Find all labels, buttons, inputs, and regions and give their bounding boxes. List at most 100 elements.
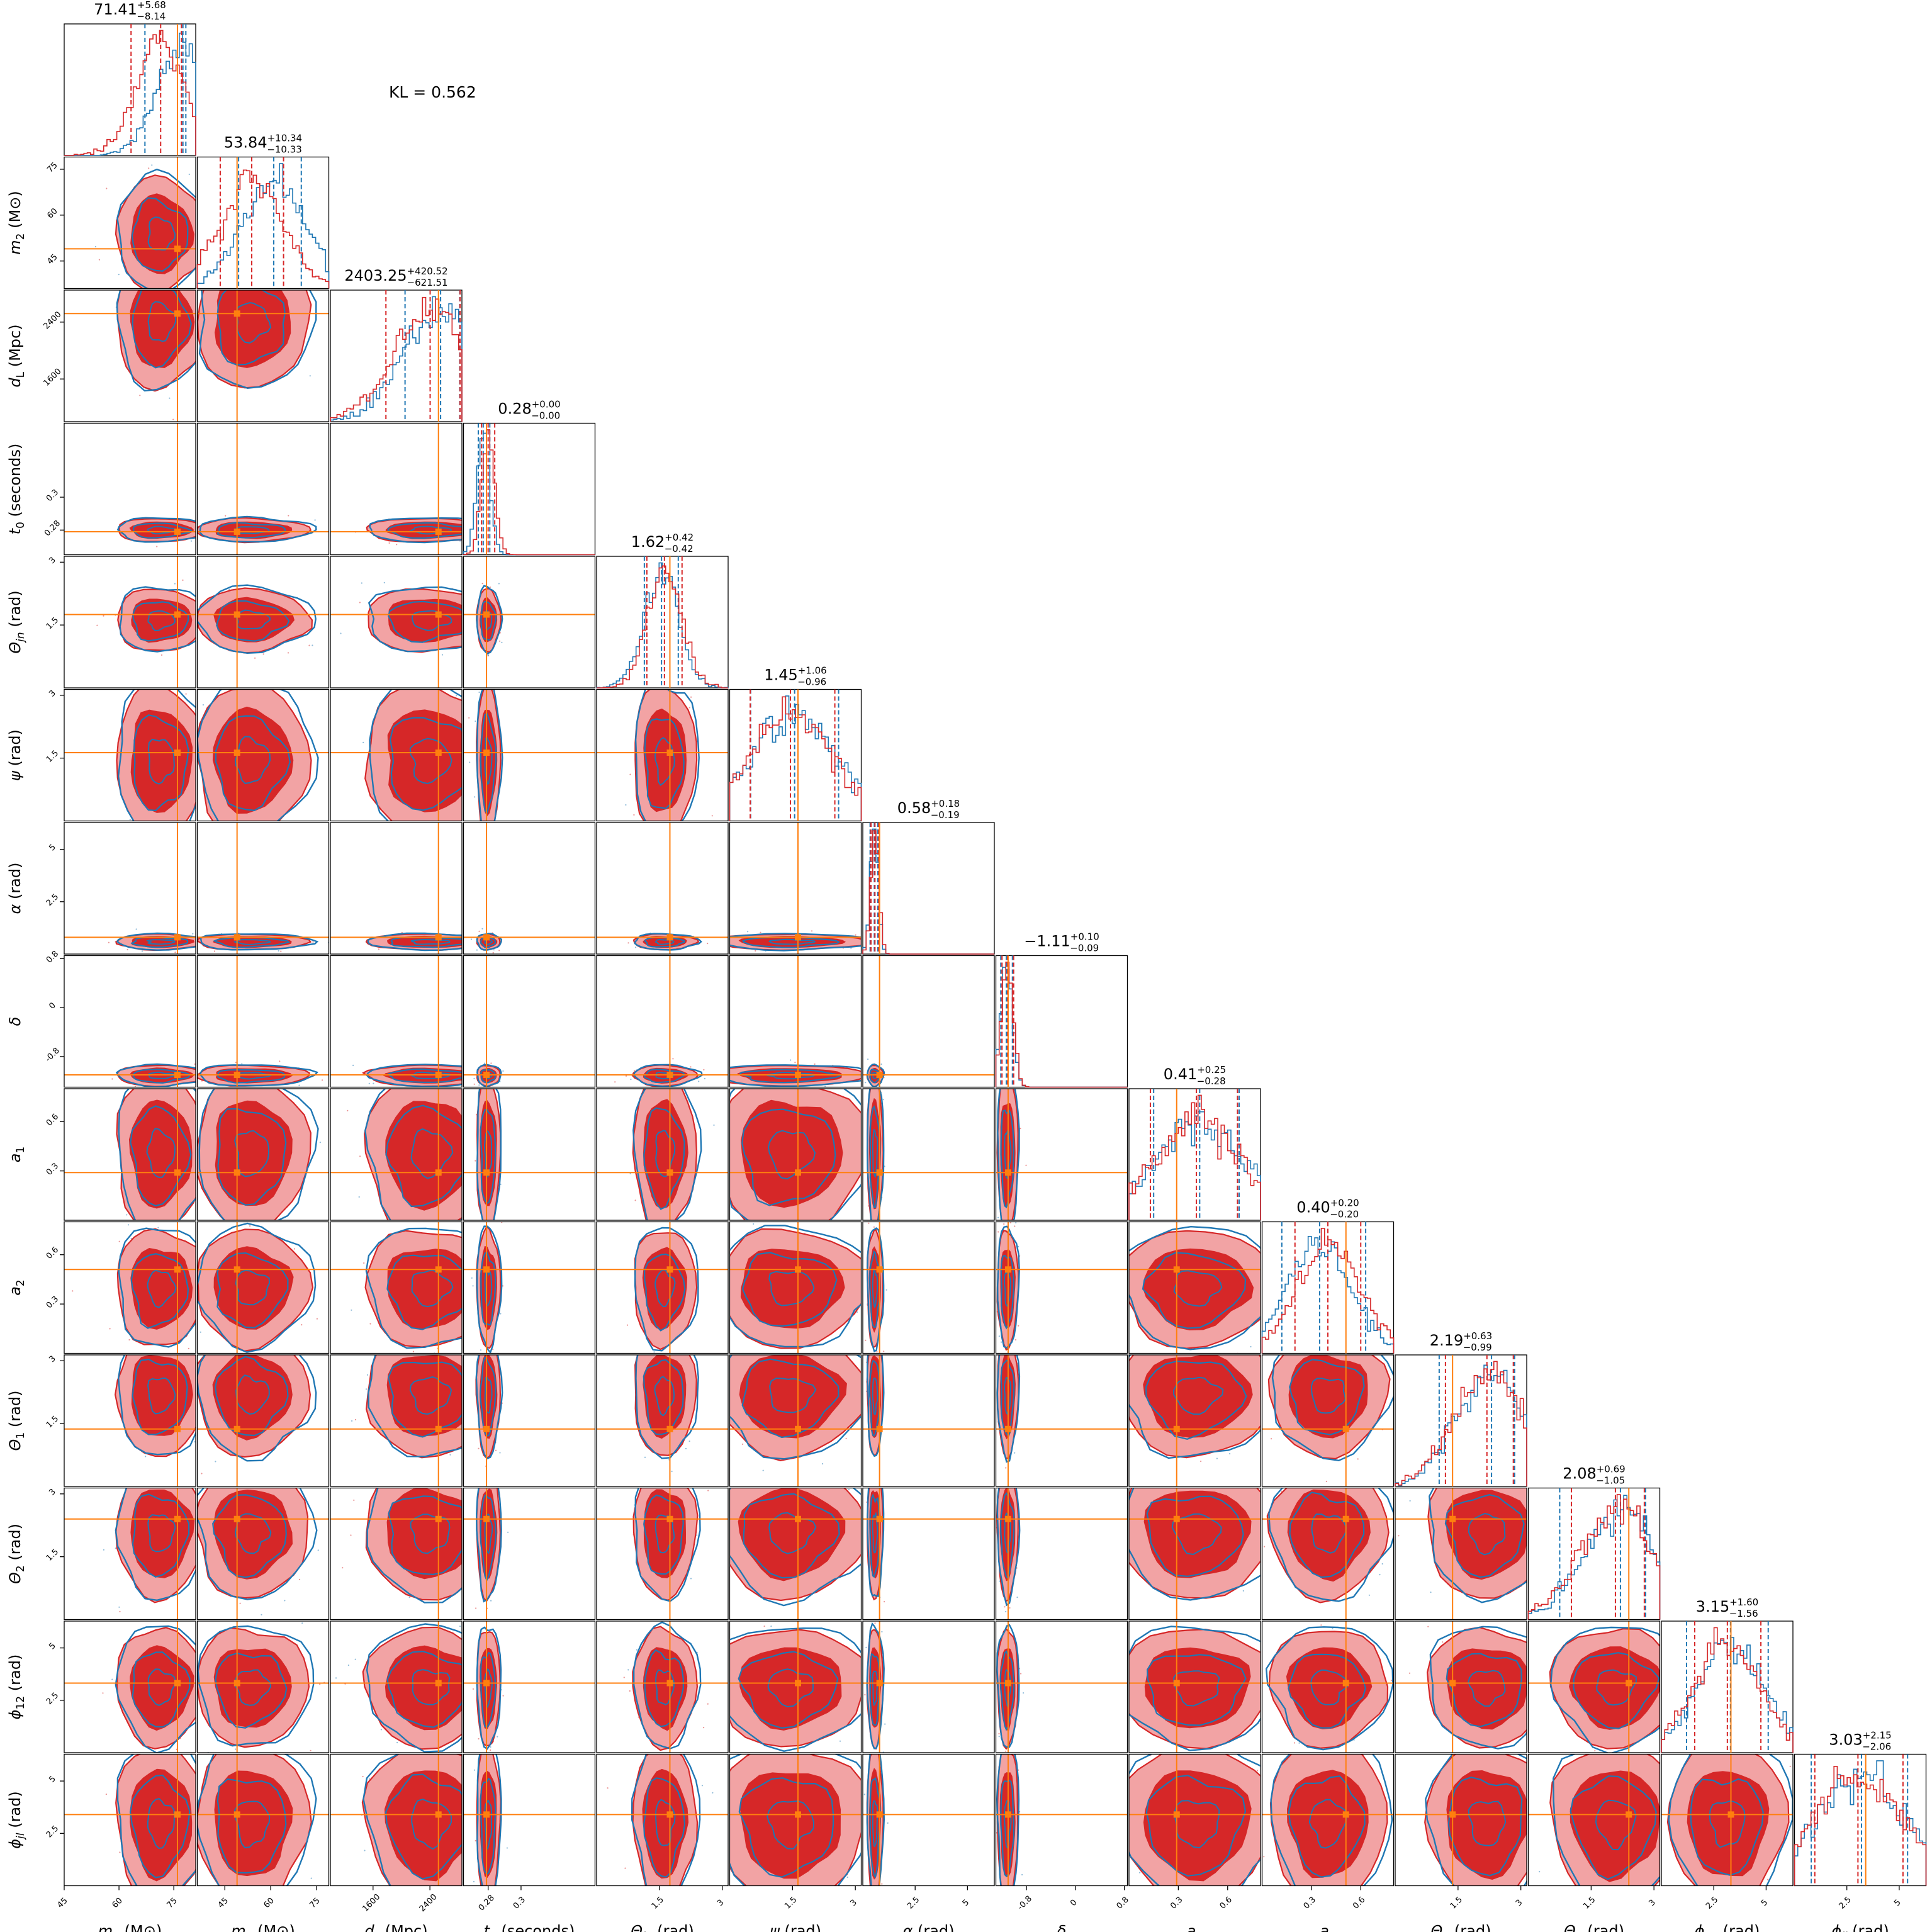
panel-content xyxy=(1395,1488,1527,1620)
truth-marker xyxy=(174,1072,181,1079)
sample-dot xyxy=(1229,1452,1231,1455)
panel-content xyxy=(197,823,329,954)
title-plus: +2.15 xyxy=(1863,1730,1892,1741)
panel-content xyxy=(1262,1488,1394,1620)
sample-dot xyxy=(475,720,476,722)
panel-title-phi12: 3.15+1.60 −1.56 xyxy=(1696,1597,1758,1619)
contour-outer-b xyxy=(118,1089,196,1220)
density-panel-theta_jn-a1 xyxy=(596,1088,729,1221)
panel-frame xyxy=(1527,1487,1661,1620)
sample-dot xyxy=(314,519,316,521)
contour-inner-b xyxy=(643,1253,686,1332)
panel-frame xyxy=(330,1753,463,1887)
truth-marker xyxy=(794,1266,801,1273)
title-minus: −0.28 xyxy=(1197,1076,1226,1087)
contour-core-b xyxy=(767,1800,815,1850)
density-panel-m2-alpha xyxy=(196,822,330,955)
density-panel-theta2-phijl xyxy=(1527,1753,1661,1887)
sample-dot xyxy=(472,1285,474,1287)
contour-inner-a xyxy=(643,708,687,812)
sample-dot xyxy=(1023,1692,1025,1694)
density-panel-delta-phijl xyxy=(995,1753,1128,1887)
panel-frame xyxy=(196,955,330,1088)
sample-dot xyxy=(627,1669,629,1671)
sample-dot xyxy=(94,245,96,248)
panel-frame xyxy=(196,1487,330,1620)
contour-inner-b xyxy=(1690,1778,1764,1876)
panel-content xyxy=(64,689,196,821)
panel-frame xyxy=(1794,1753,1927,1887)
panel-content xyxy=(197,955,329,1087)
diag-panel-alpha: 0.58+0.18 −0.19 xyxy=(862,798,995,955)
contour-inner-b xyxy=(214,1356,289,1437)
truth-marker xyxy=(1173,1680,1180,1687)
panel-content xyxy=(463,1488,595,1620)
panel-content xyxy=(330,689,462,821)
contour-inner-a xyxy=(386,1488,462,1580)
panel-frame xyxy=(64,1354,196,1487)
contour-inner-b xyxy=(738,1069,842,1084)
panel-frame xyxy=(196,1088,330,1221)
sample-dot xyxy=(298,1578,301,1580)
panel-content xyxy=(597,955,728,1087)
truth-marker xyxy=(233,1515,240,1522)
truth-marker xyxy=(174,528,181,535)
panel-frame xyxy=(463,1221,596,1354)
histogram-series-b xyxy=(596,562,729,688)
contour-inner-b xyxy=(213,936,291,948)
contour-inner-a xyxy=(738,1488,846,1581)
sample-dot xyxy=(1539,1871,1541,1873)
panel-frame xyxy=(1527,1753,1661,1887)
sample-dot xyxy=(471,1277,473,1279)
panel-content xyxy=(197,1089,329,1220)
panel-frame xyxy=(995,1354,1128,1487)
truth-marker xyxy=(174,1169,181,1176)
panel-frame xyxy=(64,1620,196,1753)
diag-panel-a2: 0.40+0.20 −0.20 xyxy=(1261,1198,1395,1354)
sample-dot xyxy=(459,1626,461,1627)
density-panel-dL-alpha xyxy=(330,822,463,955)
contour-inner-a xyxy=(131,598,193,643)
contour-inner-a xyxy=(643,1355,687,1439)
title-value: 2.19 xyxy=(1430,1332,1463,1349)
sample-dot xyxy=(882,1099,884,1101)
density-panel-theta_jn-phijl xyxy=(596,1753,729,1887)
panel-content xyxy=(863,1754,994,1886)
contour-core-b xyxy=(1310,1378,1346,1414)
sample-dot xyxy=(868,1222,870,1224)
panel-content xyxy=(1395,1621,1527,1753)
truth-marker xyxy=(666,1515,673,1522)
panel-content xyxy=(729,1355,862,1486)
density-panel-delta-theta1 xyxy=(995,1354,1128,1487)
panel-content xyxy=(597,823,728,954)
panel-content xyxy=(863,1488,994,1620)
contour-core-b xyxy=(147,1269,177,1308)
sample-dot xyxy=(502,1285,504,1287)
contour-inner-b xyxy=(738,1651,839,1729)
sample-dot xyxy=(287,652,289,654)
panel-content xyxy=(1129,1621,1261,1753)
panel-title-alpha: 0.58+0.18 −0.19 xyxy=(897,798,960,821)
panel-frame xyxy=(64,1221,196,1354)
density-panel-a2-theta1 xyxy=(1261,1354,1395,1487)
truth-marker xyxy=(1004,1425,1011,1432)
contour-outer-b xyxy=(197,1355,317,1462)
truth-marker xyxy=(483,1515,490,1522)
truth-marker xyxy=(1342,1680,1349,1687)
histogram-series-b xyxy=(1395,1364,1527,1486)
contour-inner-a xyxy=(739,1647,842,1731)
truth-marker xyxy=(174,1515,181,1522)
sample-dot xyxy=(188,1347,189,1349)
sample-dot xyxy=(128,1339,130,1341)
contour-core-b xyxy=(872,1670,879,1707)
sample-dot xyxy=(478,1447,480,1449)
contour-outer-b xyxy=(729,1355,862,1460)
contour-outer-b xyxy=(729,1089,862,1220)
title-plus: +0.00 xyxy=(532,399,561,410)
density-panel-m2-a2 xyxy=(196,1221,330,1354)
sample-dot xyxy=(362,741,364,743)
panel-frame xyxy=(463,1354,596,1487)
sample-dot xyxy=(997,1231,999,1233)
panel-content xyxy=(64,823,196,954)
density-panel-psi-phijl xyxy=(729,1753,862,1887)
